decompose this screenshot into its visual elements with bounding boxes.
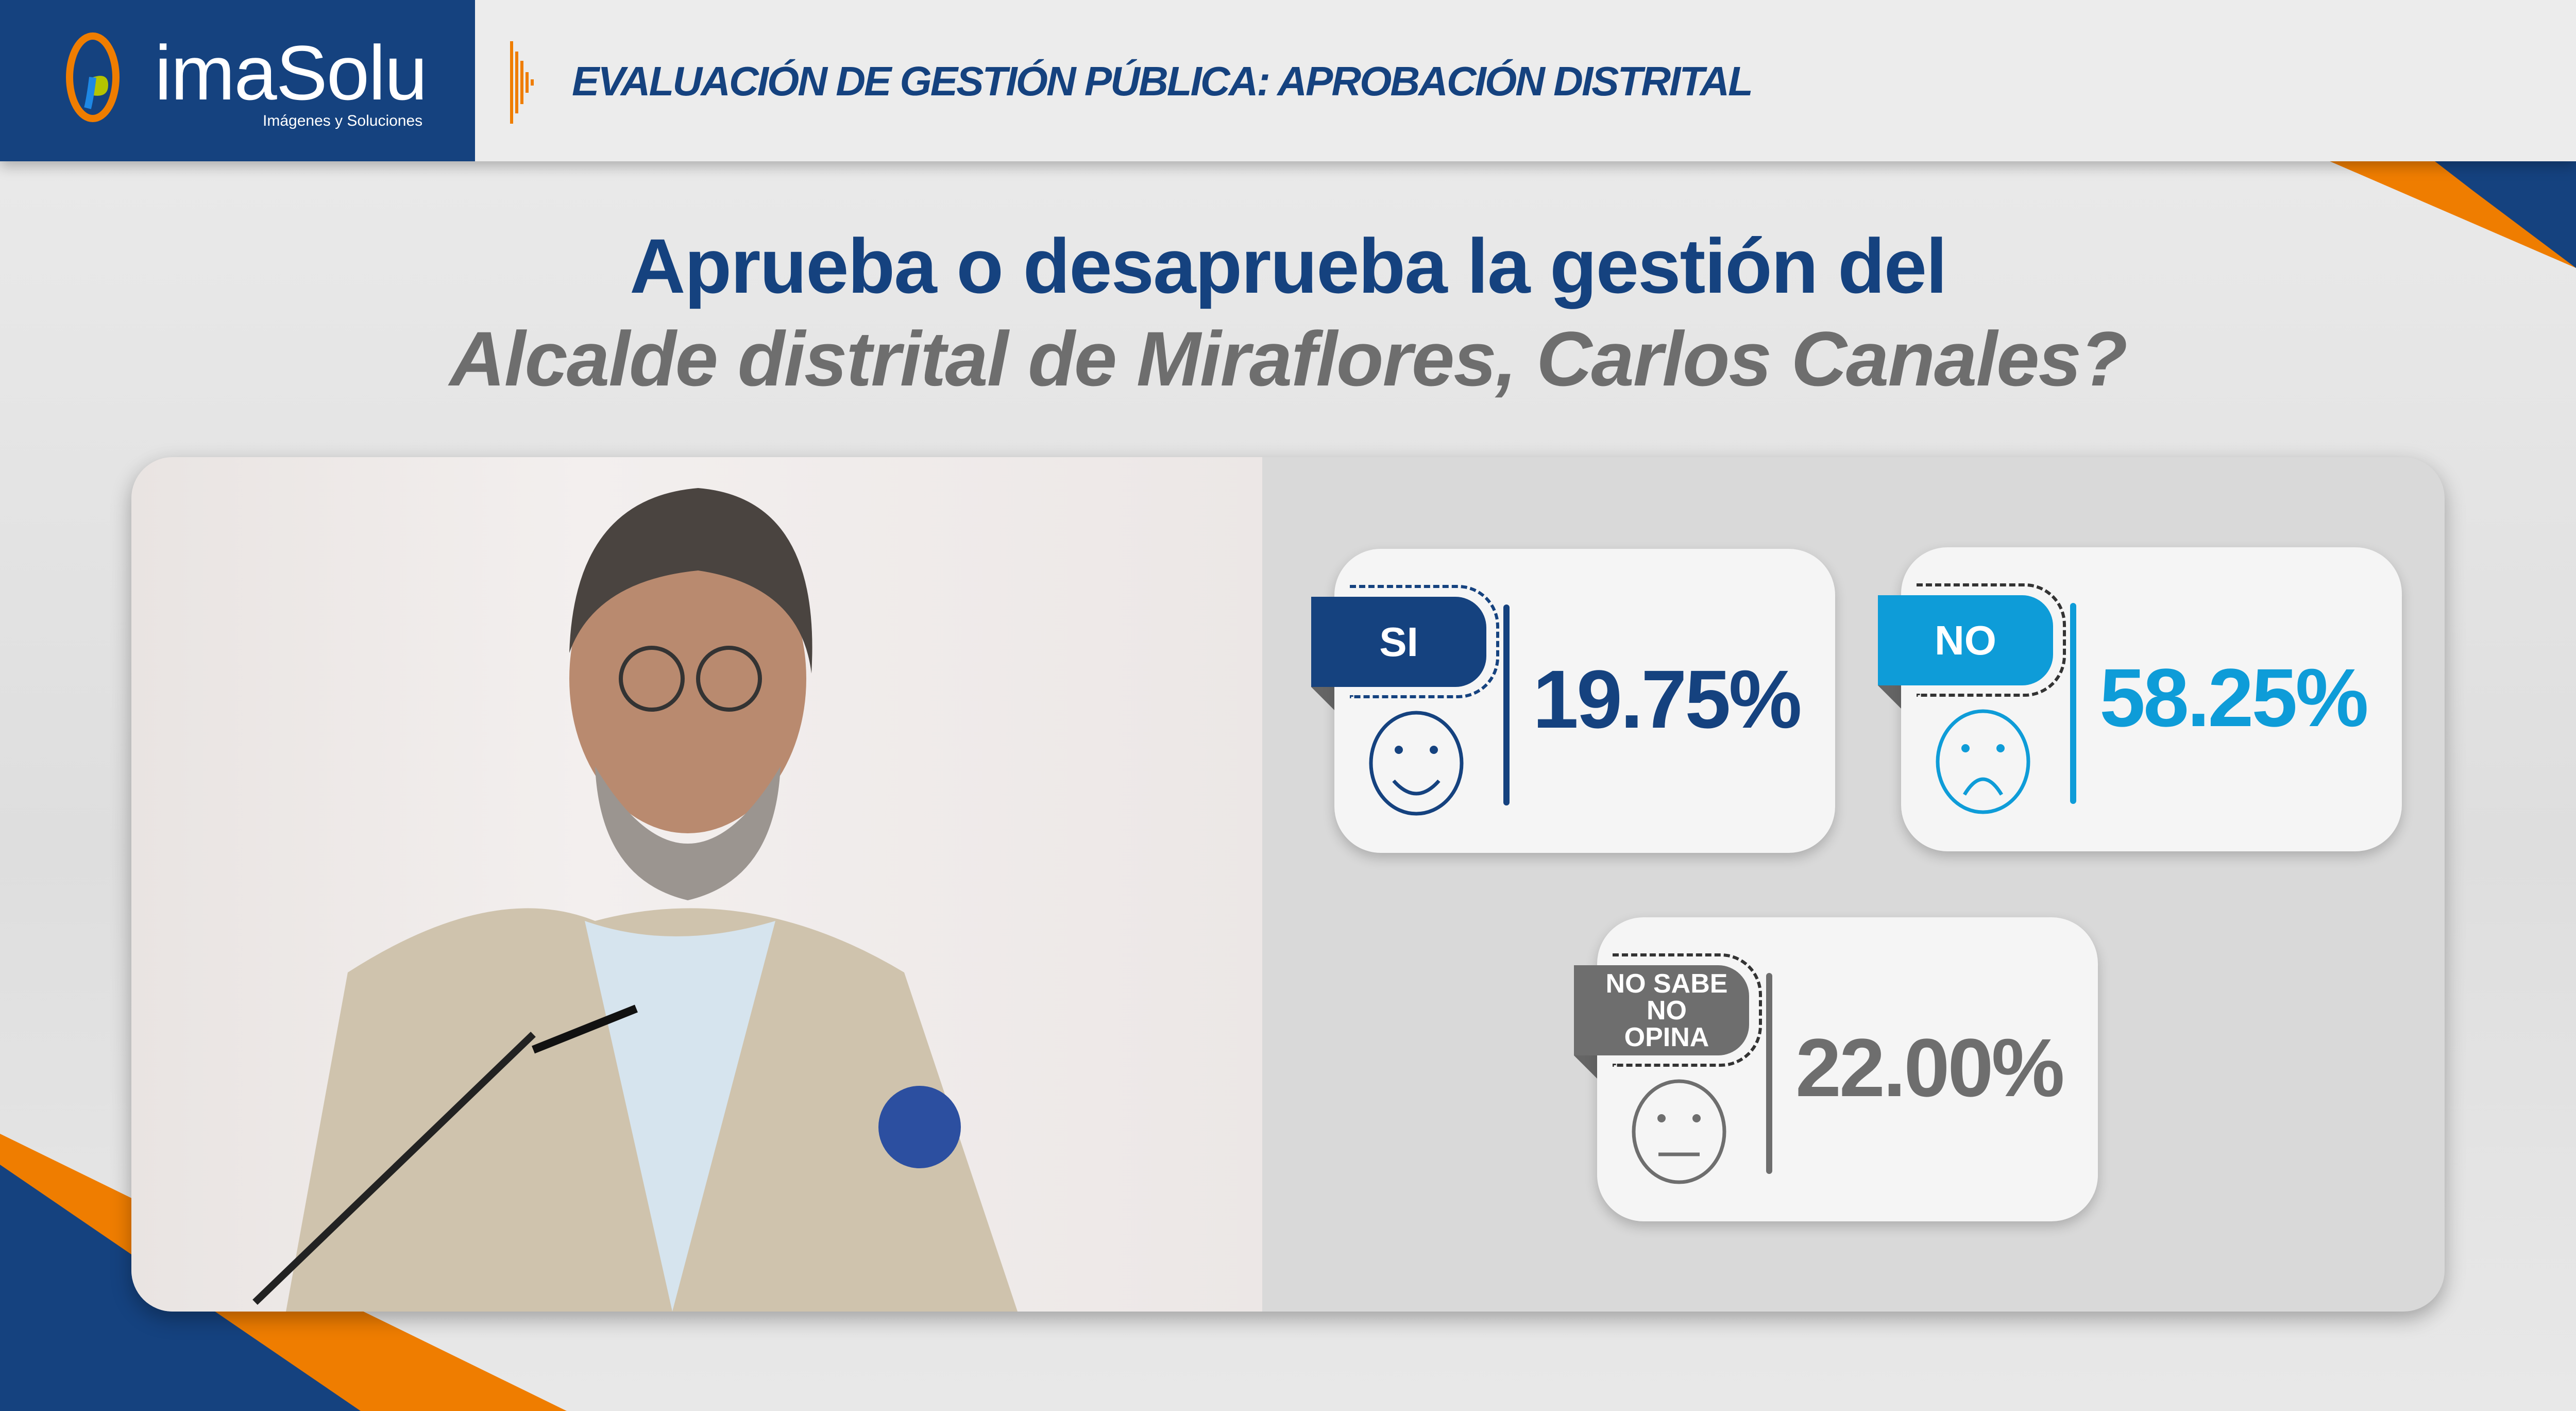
dashed-outline: [1613, 953, 1762, 1067]
question-line-2: Alcalde distrital de Miraflores, Carlos …: [449, 315, 2127, 402]
logo-text: imaSolu: [155, 29, 428, 116]
logo-tagline: Imágenes y Soluciones: [263, 112, 423, 129]
label-tab-no: NO: [1878, 595, 2053, 709]
label-tab-si: SI: [1311, 597, 1486, 710]
results-panel: SI 19.75% NO 58.25% NO SABE NO OPINA 22.…: [131, 457, 2445, 1312]
divider: [1503, 604, 1510, 805]
audio-bars-icon: [510, 41, 534, 124]
smile-face-icon: [1369, 711, 1464, 816]
mayor-portrait-image: [252, 488, 1018, 1312]
header-title: EVALUACIÓN DE GESTIÓN PÚBLICA: APROBACIÓ…: [572, 58, 1753, 104]
percentage-no-sabe: 22.00%: [1795, 1021, 2065, 1114]
divider: [1766, 973, 1772, 1174]
result-card-no: NO 58.25%: [1878, 547, 2402, 851]
header-bar: imaSolu Imágenes y Soluciones EVALUACIÓN…: [0, 0, 2576, 161]
result-card-si: SI 19.75%: [1311, 549, 1835, 853]
neutral-face-icon: [1632, 1079, 1726, 1184]
dashed-outline: [1917, 583, 2066, 697]
percentage-no: 58.25%: [2099, 651, 2369, 744]
sad-face-icon: [1936, 709, 2030, 814]
logo-mark-icon: [66, 32, 120, 122]
percentage-si: 19.75%: [1533, 653, 1802, 745]
mayor-photo: [131, 457, 1262, 1312]
question-line-1: Aprueba o desaprueba la gestión del: [630, 223, 1947, 309]
dashed-outline: [1350, 585, 1499, 698]
divider: [2070, 603, 2076, 804]
result-card-no-sabe: NO SABE NO OPINA 22.00%: [1574, 917, 2098, 1221]
logo: imaSolu Imágenes y Soluciones: [0, 0, 475, 161]
label-tab-no-sabe: NO SABE NO OPINA: [1574, 965, 1749, 1079]
